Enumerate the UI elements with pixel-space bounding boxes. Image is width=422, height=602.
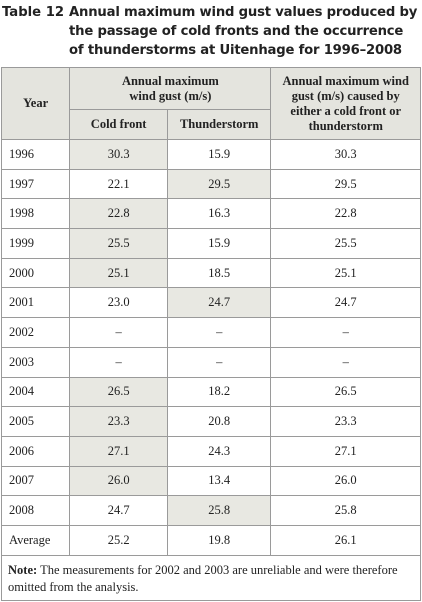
- value-cell: 25.2: [69, 524, 168, 556]
- value-cell: 20.8: [166, 406, 272, 437]
- value-cell: 13.4: [166, 465, 272, 497]
- year-cell: 1999: [0, 228, 71, 259]
- table-row: 2005 23.3 20.8 23.3: [0, 406, 421, 437]
- value-cell: 25.8: [166, 495, 272, 526]
- value-cell: 15.9: [166, 139, 272, 170]
- value-cell: 24.7: [69, 495, 168, 526]
- year-cell: 2000: [0, 257, 71, 289]
- year-cell: 2008: [0, 495, 71, 526]
- year-cell: 2005: [0, 406, 71, 437]
- title-text: Annual maximum wind gust values produced…: [69, 5, 418, 58]
- table-row: 2001 23.0 24.7 24.7: [0, 287, 421, 319]
- value-cell: 23.3: [69, 406, 168, 437]
- year-cell: 1996: [0, 139, 71, 170]
- year-cell: 1997: [0, 168, 71, 200]
- note: Note: The measurements for 2002 and 2003…: [1, 555, 421, 601]
- table-body: 1996 30.3 15.9 30.3 1997 22.1 29.5 29.5 1998 22.8…: [0, 139, 421, 556]
- table-row: 2006 27.1 24.3 27.1: [0, 435, 421, 467]
- value-cell: 24.7: [166, 287, 272, 319]
- data-table: Year Annual maximum wind gust (m/s) Annu…: [0, 67, 421, 556]
- value-cell: –: [69, 317, 168, 348]
- value-cell: 24.7: [270, 287, 421, 319]
- table-row: 2000 25.1 18.5 25.1: [0, 257, 421, 289]
- year-cell: Average: [0, 524, 71, 556]
- value-cell: –: [270, 317, 421, 348]
- value-cell: 15.9: [166, 228, 272, 259]
- note-label: Note:: [8, 562, 38, 577]
- value-cell: 22.1: [69, 168, 168, 200]
- table-row: 1997 22.1 29.5 29.5: [0, 168, 421, 200]
- value-cell: 23.3: [270, 406, 421, 437]
- year-cell: 2006: [0, 435, 71, 467]
- table-row: 1998 22.8 16.3 22.8: [0, 198, 421, 230]
- header-group: Annual maximum wind gust (m/s): [69, 67, 272, 110]
- value-cell: 26.0: [270, 465, 421, 497]
- table-row: 2003– – –: [0, 346, 421, 378]
- year-cell: 2001: [0, 287, 71, 319]
- note-text: The measurements for 2002 and 2003 are u…: [8, 562, 398, 594]
- value-cell: 29.5: [270, 168, 421, 200]
- value-cell: 29.5: [166, 168, 272, 200]
- title-label: Table 12: [2, 5, 65, 20]
- year-cell: 2002: [0, 317, 71, 348]
- header-thunder: Thunderstorm: [166, 109, 272, 140]
- value-cell: 22.8: [69, 198, 168, 230]
- table-row: 1999 25.5 15.9 25.5: [0, 228, 421, 259]
- value-cell: 26.1: [270, 524, 421, 556]
- value-cell: 22.8: [270, 198, 421, 230]
- table-row: 1996 30.3 15.9 30.3: [0, 139, 421, 170]
- value-cell: 25.8: [270, 495, 421, 526]
- value-cell: 18.5: [166, 257, 272, 289]
- value-cell: 18.2: [166, 376, 272, 408]
- value-cell: –: [270, 346, 421, 378]
- value-cell: 19.8: [166, 524, 272, 556]
- value-cell: 30.3: [69, 139, 168, 170]
- value-cell: 30.3: [270, 139, 421, 170]
- year-cell: 2003: [0, 346, 71, 378]
- value-cell: 27.1: [270, 435, 421, 467]
- value-cell: 27.1: [69, 435, 168, 467]
- value-cell: –: [166, 346, 272, 378]
- year-cell: 2004: [0, 376, 71, 408]
- value-cell: 25.5: [69, 228, 168, 259]
- value-cell: –: [69, 346, 168, 378]
- value-cell: 26.0: [69, 465, 168, 497]
- value-cell: 25.5: [270, 228, 421, 259]
- table-row: 2002– – –: [0, 317, 421, 348]
- table-title: Table 12 Annual maximum wind gust values…: [0, 0, 422, 62]
- year-cell: 1998: [0, 198, 71, 230]
- value-cell: 23.0: [69, 287, 168, 319]
- table-row: 2007 26.0 13.4 26.0: [0, 465, 421, 497]
- value-cell: 25.1: [270, 257, 421, 289]
- value-cell: 26.5: [69, 376, 168, 408]
- table-row: Average 25.2 19.8 26.1: [0, 524, 421, 556]
- year-cell: 2007: [0, 465, 71, 497]
- table-row: 2004 26.5 18.2 26.5: [0, 376, 421, 408]
- value-cell: 24.3: [166, 435, 272, 467]
- header-year: Year: [0, 67, 71, 140]
- value-cell: 26.5: [270, 376, 421, 408]
- header-cold: Cold front: [69, 109, 168, 140]
- header-either: Annual maximum wind gust (m/s) caused by…: [270, 67, 421, 140]
- table-row: 2008 24.7 25.8 25.8: [0, 495, 421, 526]
- value-cell: 16.3: [166, 198, 272, 230]
- value-cell: 25.1: [69, 257, 168, 289]
- value-cell: –: [166, 317, 272, 348]
